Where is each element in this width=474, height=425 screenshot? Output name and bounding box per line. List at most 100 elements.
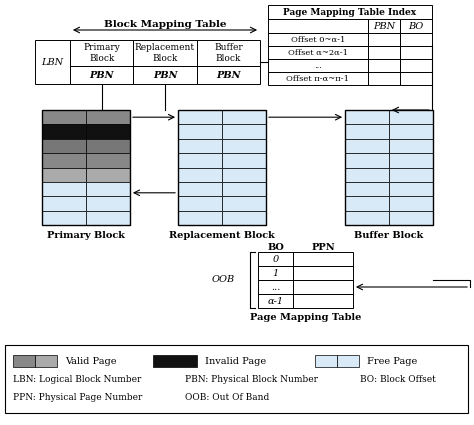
Text: BO: Block Offset: BO: Block Offset	[360, 374, 436, 383]
Bar	[368, 19, 400, 33]
Bar	[13, 355, 35, 367]
Bar	[70, 66, 133, 84]
Text: Valid Page: Valid Page	[65, 357, 117, 366]
Bar	[345, 110, 389, 125]
Bar	[315, 355, 337, 367]
Bar	[86, 182, 130, 196]
Bar	[42, 211, 86, 225]
Text: Block Mapping Table: Block Mapping Table	[104, 20, 226, 28]
Bar	[86, 196, 130, 211]
Bar	[268, 19, 368, 33]
Text: PPN: PPN	[311, 243, 335, 252]
Bar	[268, 72, 368, 85]
Bar	[42, 110, 130, 225]
Bar	[337, 355, 359, 367]
Bar	[42, 182, 86, 196]
Bar	[389, 182, 433, 196]
Text: BO: BO	[409, 22, 424, 31]
Bar	[178, 110, 222, 125]
Bar	[400, 72, 432, 85]
Bar	[178, 196, 222, 211]
Text: PBN: PBN	[90, 71, 114, 79]
Bar	[345, 182, 389, 196]
Bar	[222, 125, 266, 139]
Text: Page Mapping Table: Page Mapping Table	[250, 314, 361, 323]
Text: PPN: Physical Page Number: PPN: Physical Page Number	[13, 393, 142, 402]
Bar	[368, 59, 400, 72]
Text: Invalid Page: Invalid Page	[205, 357, 266, 366]
Bar	[42, 167, 86, 182]
Bar	[222, 196, 266, 211]
Text: ...: ...	[314, 62, 322, 70]
Bar	[42, 196, 86, 211]
Bar	[86, 110, 130, 125]
Bar	[389, 125, 433, 139]
Bar	[400, 19, 432, 33]
Bar	[178, 139, 222, 153]
Bar	[400, 46, 432, 59]
Bar	[35, 40, 70, 84]
Bar	[222, 182, 266, 196]
Bar	[42, 125, 86, 139]
Bar	[178, 182, 222, 196]
Bar	[268, 46, 368, 59]
Bar	[268, 59, 368, 72]
Bar	[293, 266, 353, 280]
Bar	[389, 196, 433, 211]
Text: Free Page: Free Page	[367, 357, 417, 366]
Text: OOB: Out Of Band: OOB: Out Of Band	[185, 393, 269, 402]
Bar	[345, 211, 389, 225]
Bar	[222, 211, 266, 225]
Text: Buffer
Block: Buffer Block	[214, 43, 243, 63]
Bar	[222, 153, 266, 167]
Bar	[222, 110, 266, 125]
Text: Replacement
Block: Replacement Block	[135, 43, 195, 63]
Bar	[293, 252, 353, 266]
Bar	[258, 294, 293, 308]
Text: PBN: Physical Block Number: PBN: Physical Block Number	[185, 374, 318, 383]
Bar	[222, 167, 266, 182]
Bar	[86, 153, 130, 167]
Text: Offset π-α~π-1: Offset π-α~π-1	[286, 74, 349, 82]
Bar	[368, 33, 400, 46]
Bar	[345, 110, 433, 225]
Bar	[345, 167, 389, 182]
Text: 1: 1	[273, 269, 279, 278]
Bar	[268, 33, 368, 46]
Bar	[133, 66, 197, 84]
Bar	[42, 110, 86, 125]
Text: Primary Block: Primary Block	[47, 230, 125, 240]
Bar	[86, 139, 130, 153]
Text: PBN: PBN	[153, 71, 177, 79]
Bar	[5, 345, 468, 413]
Bar	[293, 294, 353, 308]
Bar	[178, 110, 266, 225]
Text: PBN: PBN	[216, 71, 241, 79]
Bar	[86, 167, 130, 182]
Bar	[368, 72, 400, 85]
Text: Offset α~2α-1: Offset α~2α-1	[288, 48, 348, 57]
Bar	[268, 5, 432, 19]
Bar	[293, 280, 353, 294]
Bar	[345, 196, 389, 211]
Bar	[178, 167, 222, 182]
Bar	[258, 266, 293, 280]
Bar	[368, 46, 400, 59]
Text: BO: BO	[267, 243, 284, 252]
Bar	[389, 211, 433, 225]
Text: PBN: PBN	[373, 22, 395, 31]
Bar	[258, 252, 293, 266]
Bar	[400, 33, 432, 46]
Bar	[389, 153, 433, 167]
Text: LBN: Logical Block Number: LBN: Logical Block Number	[13, 374, 141, 383]
Bar	[345, 139, 389, 153]
Bar	[178, 211, 222, 225]
Text: α-1: α-1	[267, 297, 283, 306]
Bar	[389, 139, 433, 153]
Bar	[42, 153, 86, 167]
Bar	[345, 125, 389, 139]
Bar	[133, 40, 197, 66]
Bar	[153, 355, 197, 367]
Bar	[86, 211, 130, 225]
Text: Primary
Block: Primary Block	[83, 43, 120, 63]
